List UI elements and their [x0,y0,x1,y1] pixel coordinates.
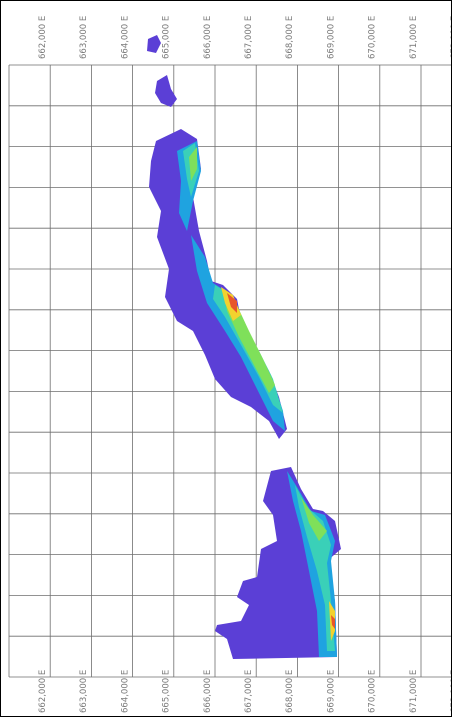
easting-label-top: 672,000 E [450,16,452,59]
easting-labels: 662,000 E 662,000 E 663,000 E 663,000 E 664,… [38,16,452,713]
easting-label-bottom: 663,000 E [79,670,89,713]
easting-label-bottom: 671,000 E [409,670,419,713]
easting-label-bottom: 662,000 E [38,670,48,713]
survey-patch-small [147,35,161,53]
easting-label-top: 664,000 E [120,16,130,59]
depth-gradient-north [177,141,285,431]
easting-label-top: 662,000 E [38,16,48,59]
easting-label-bottom: 668,000 E [285,670,295,713]
easting-label-bottom: 670,000 E [368,670,378,713]
easting-label-bottom: 667,000 E [244,670,254,713]
easting-label-bottom: 664,000 E [120,670,130,713]
easting-label-top: 663,000 E [79,16,89,59]
easting-label-top: 665,000 E [162,16,172,59]
easting-label-top: 669,000 E [326,16,336,59]
easting-label-bottom: 672,000 E [450,670,452,713]
survey-patch-islet [155,75,177,107]
easting-label-top: 670,000 E [368,16,378,59]
easting-label-bottom: 665,000 E [162,670,172,713]
easting-label-top: 667,000 E [244,16,254,59]
depth-gradient-south [287,471,337,657]
easting-label-bottom: 666,000 E [203,670,213,713]
easting-label-top: 668,000 E [285,16,295,59]
easting-label-bottom: 669,000 E [326,670,336,713]
easting-label-top: 671,000 E [409,16,419,59]
easting-label-top: 666,000 E [203,16,213,59]
